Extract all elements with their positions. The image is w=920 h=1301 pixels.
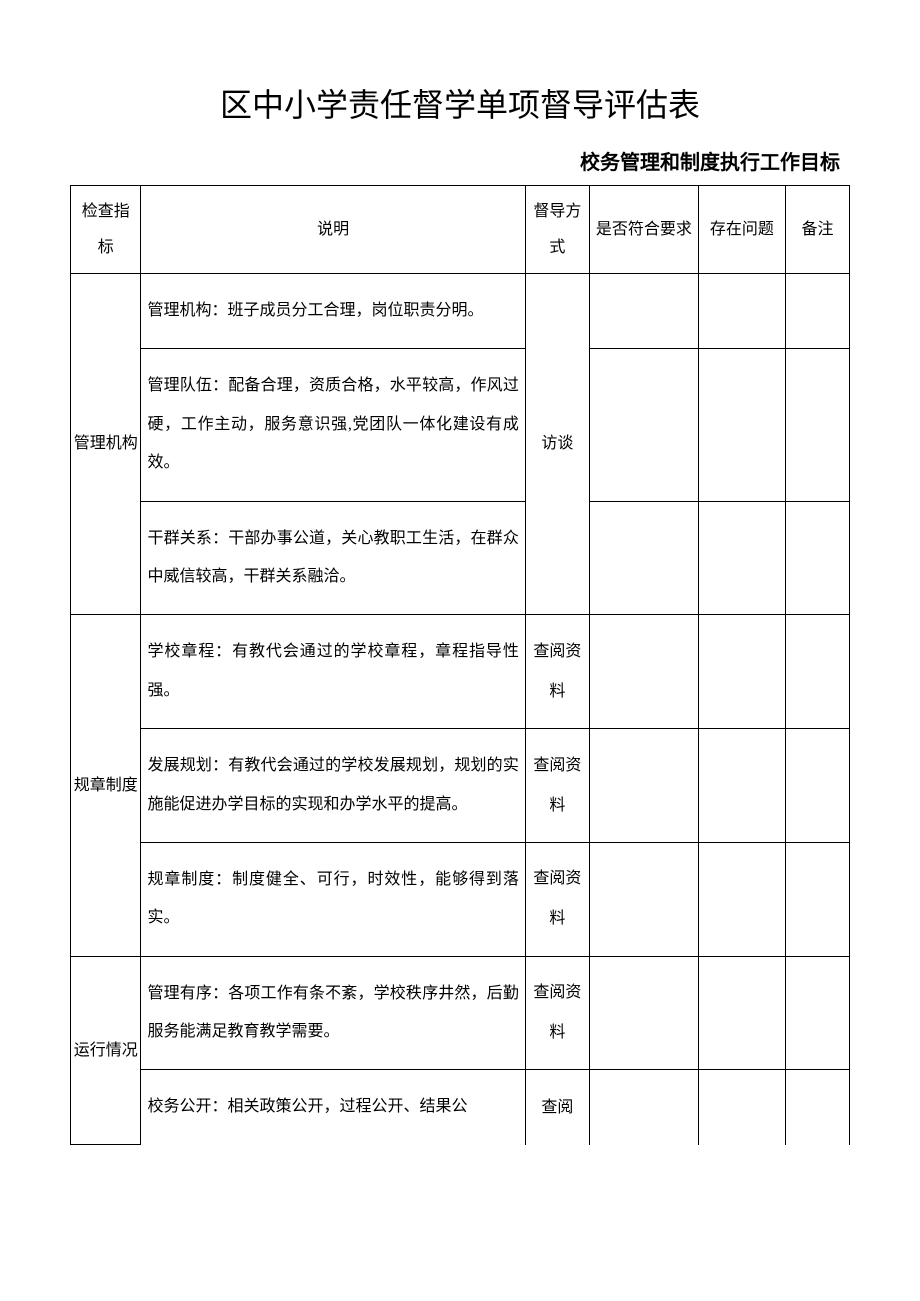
conform-cell bbox=[589, 956, 698, 1070]
conform-cell bbox=[589, 1070, 698, 1145]
header-description: 说明 bbox=[141, 186, 525, 274]
evaluation-table: 检查指标 说明 督导方式 是否符合要求 存在问题 备注 管理机构 管理机构：班子… bbox=[70, 185, 850, 1145]
method-cell: 查阅资料 bbox=[525, 729, 589, 843]
description-cell: 管理机构：班子成员分工合理，岗位职责分明。 bbox=[141, 274, 525, 349]
remark-cell bbox=[785, 842, 849, 956]
table-row: 运行情况 管理有序：各项工作有条不紊，学校秩序井然，后勤服务能满足教育教学需要。… bbox=[71, 956, 850, 1070]
table-row: 干群关系：干部办事公道，关心教职工生活，在群众中威信较高，干群关系融洽。 bbox=[71, 501, 850, 615]
table-header-row: 检查指标 说明 督导方式 是否符合要求 存在问题 备注 bbox=[71, 186, 850, 274]
header-conform: 是否符合要求 bbox=[589, 186, 698, 274]
method-cell: 查阅资料 bbox=[525, 956, 589, 1070]
remark-cell bbox=[785, 274, 849, 349]
method-cell: 查阅 bbox=[525, 1070, 589, 1145]
remark-cell bbox=[785, 1070, 849, 1145]
table-row: 管理机构 管理机构：班子成员分工合理，岗位职责分明。 访谈 bbox=[71, 274, 850, 349]
table-row: 校务公开：相关政策公开，过程公开、结果公 查阅 bbox=[71, 1070, 850, 1145]
header-indicator: 检查指标 bbox=[71, 186, 141, 274]
remark-cell bbox=[785, 501, 849, 615]
remark-cell bbox=[785, 956, 849, 1070]
remark-cell bbox=[785, 615, 849, 729]
description-cell: 发展规划：有教代会通过的学校发展规划，规划的实施能促进办学目标的实现和办学水平的… bbox=[141, 729, 525, 843]
conform-cell bbox=[589, 729, 698, 843]
header-remark: 备注 bbox=[785, 186, 849, 274]
description-cell: 管理队伍：配备合理，资质合格，水平较高，作风过硬，工作主动，服务意识强,党团队一… bbox=[141, 349, 525, 501]
table-row: 发展规划：有教代会通过的学校发展规划，规划的实施能促进办学目标的实现和办学水平的… bbox=[71, 729, 850, 843]
issues-cell bbox=[698, 842, 785, 956]
description-cell: 规章制度：制度健全、可行，时效性，能够得到落实。 bbox=[141, 842, 525, 956]
description-cell: 干群关系：干部办事公道，关心教职工生活，在群众中威信较高，干群关系融洽。 bbox=[141, 501, 525, 615]
page-title: 区中小学责任督学单项督导评估表 bbox=[70, 80, 850, 126]
issues-cell bbox=[698, 349, 785, 501]
description-cell: 管理有序：各项工作有条不紊，学校秩序井然，后勤服务能满足教育教学需要。 bbox=[141, 956, 525, 1070]
indicator-cell: 管理机构 bbox=[71, 274, 141, 615]
method-cell: 访谈 bbox=[525, 274, 589, 615]
description-cell: 学校章程：有教代会通过的学校章程，章程指导性强。 bbox=[141, 615, 525, 729]
issues-cell bbox=[698, 274, 785, 349]
issues-cell bbox=[698, 956, 785, 1070]
issues-cell bbox=[698, 615, 785, 729]
page-subtitle: 校务管理和制度执行工作目标 bbox=[70, 146, 850, 175]
table-row: 规章制度 学校章程：有教代会通过的学校章程，章程指导性强。 查阅资料 bbox=[71, 615, 850, 729]
issues-cell bbox=[698, 501, 785, 615]
header-method: 督导方式 bbox=[525, 186, 589, 274]
issues-cell bbox=[698, 1070, 785, 1145]
conform-cell bbox=[589, 615, 698, 729]
indicator-cell: 运行情况 bbox=[71, 956, 141, 1145]
method-cell: 查阅资料 bbox=[525, 842, 589, 956]
conform-cell bbox=[589, 501, 698, 615]
conform-cell bbox=[589, 349, 698, 501]
remark-cell bbox=[785, 349, 849, 501]
table-row: 管理队伍：配备合理，资质合格，水平较高，作风过硬，工作主动，服务意识强,党团队一… bbox=[71, 349, 850, 501]
indicator-cell: 规章制度 bbox=[71, 615, 141, 956]
issues-cell bbox=[698, 729, 785, 843]
method-cell: 查阅资料 bbox=[525, 615, 589, 729]
description-cell: 校务公开：相关政策公开，过程公开、结果公 bbox=[141, 1070, 525, 1145]
conform-cell bbox=[589, 274, 698, 349]
remark-cell bbox=[785, 729, 849, 843]
conform-cell bbox=[589, 842, 698, 956]
table-row: 规章制度：制度健全、可行，时效性，能够得到落实。 查阅资料 bbox=[71, 842, 850, 956]
header-issues: 存在问题 bbox=[698, 186, 785, 274]
